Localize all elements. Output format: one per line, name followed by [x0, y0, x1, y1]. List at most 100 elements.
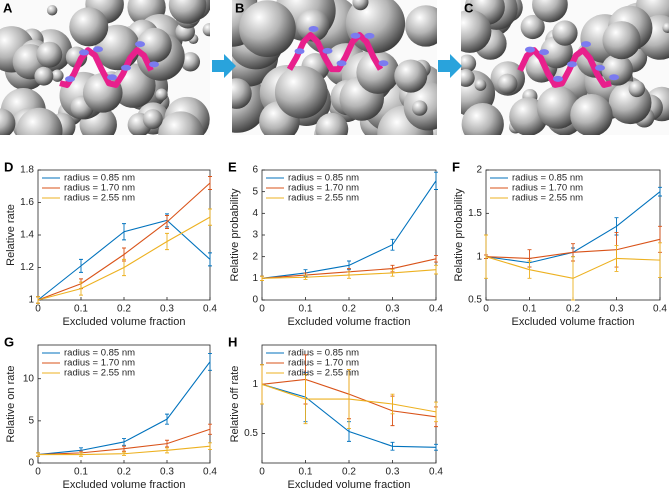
error-bar	[165, 215, 169, 229]
sphere	[394, 59, 428, 93]
error-bar	[390, 238, 395, 251]
sphere	[69, 7, 109, 47]
x-tick-label: 0.3	[160, 304, 174, 315]
charts: D 0 0.1 0.2 0.3 0.4 1 1.2 1.4 1.6 1.8 Excluded volu…	[4, 159, 667, 490]
sphere	[34, 66, 54, 86]
x-tick-label: 0.1	[299, 467, 313, 478]
error-bar	[260, 364, 264, 405]
x-tick-label: 0.3	[386, 304, 400, 315]
x-tick-label: 0	[483, 304, 489, 315]
sphere	[142, 109, 163, 130]
sphere	[411, 100, 428, 116]
x-tick-label: 0	[35, 467, 41, 478]
image-panels: A B C	[0, 0, 669, 135]
error-bar	[79, 452, 83, 457]
y-tick-label: 0.5	[468, 295, 482, 306]
panel-label: F	[452, 159, 460, 174]
molecule-atom	[308, 26, 319, 33]
error-bar	[79, 258, 83, 273]
y-tick-label: 0.5	[244, 428, 258, 439]
panel-label: C	[464, 0, 474, 15]
x-axis-label: Excluded volume fraction	[63, 316, 186, 328]
sphere	[36, 41, 63, 68]
molecule-atom	[107, 74, 117, 81]
legend-label: radius = 2.55 nm	[288, 193, 359, 204]
y-tick-label: 2	[476, 165, 482, 176]
y-tick-label: 10	[23, 373, 35, 384]
y-axis-label: Relative probability	[229, 188, 241, 281]
legend-label: radius = 2.55 nm	[64, 368, 135, 379]
x-tick-label: 0.4	[429, 304, 443, 315]
error-bar	[208, 423, 212, 435]
error-bar	[347, 271, 351, 279]
y-tick-label: 1.5	[468, 208, 482, 219]
sphere	[239, 0, 296, 57]
arrow	[438, 54, 462, 78]
image-panel	[461, 0, 669, 135]
molecule-atom	[336, 60, 347, 67]
x-tick-label: 0.4	[429, 467, 443, 478]
sphere	[0, 108, 16, 135]
x-tick-label: 0.4	[653, 304, 667, 315]
molecule-atom	[539, 49, 549, 56]
sphere	[532, 0, 568, 23]
sphere	[356, 50, 400, 94]
image-panel	[232, 0, 437, 135]
x-tick-label: 0.2	[342, 467, 356, 478]
sphere	[628, 80, 646, 98]
y-tick-label: 1.6	[20, 197, 34, 208]
legend-label: radius = 2.55 nm	[64, 193, 135, 204]
legend-label: radius = 2.55 nm	[512, 193, 583, 204]
y-axis-label: Relative off rate	[229, 366, 241, 443]
y-axis-label: Relative on rate	[5, 365, 17, 442]
chart: H 0 0.1 0.2 0.3 0.4 0.5 1 Excluded volume fracti…	[228, 334, 443, 490]
sphere	[461, 9, 492, 53]
error-bar	[260, 275, 264, 281]
legend-label: radius = 0.85 nm	[288, 348, 359, 359]
y-tick-label: 1	[28, 295, 34, 306]
error-bar	[484, 234, 488, 279]
x-tick-label: 0.1	[523, 304, 537, 315]
error-bar	[390, 441, 395, 451]
x-axis-label: Excluded volume fraction	[288, 479, 411, 491]
error-bar	[36, 452, 40, 457]
error-bar	[208, 252, 212, 267]
error-bar	[390, 269, 395, 277]
error-bar	[122, 451, 126, 456]
molecule-atom	[121, 64, 131, 71]
molecule	[59, 47, 154, 89]
legend-label: radius = 1.70 nm	[512, 183, 583, 194]
molecule-atom	[294, 48, 305, 55]
sphere	[168, 0, 207, 24]
molecule-atom	[65, 76, 75, 83]
sphere	[46, 5, 58, 16]
chart: G 0 0.1 0.2 0.3 0.4 0 5 10 Excluded volume fracti…	[4, 334, 217, 490]
molecule-atom	[79, 49, 89, 56]
molecule-atom	[322, 47, 333, 54]
x-tick-label: 0	[259, 304, 265, 315]
error-bar	[122, 438, 126, 446]
x-tick-label: 0.2	[117, 304, 131, 315]
error-bar	[208, 352, 212, 371]
molecule-atom	[525, 46, 535, 53]
legend-label: radius = 1.70 nm	[64, 358, 135, 369]
y-tick-label: 3	[252, 230, 258, 241]
error-bar	[347, 369, 351, 430]
error-bar	[208, 176, 212, 190]
legend-label: radius = 0.85 nm	[64, 348, 135, 359]
panel-label: H	[228, 334, 237, 349]
x-axis-label: Excluded volume fraction	[288, 316, 411, 328]
legend-label: radius = 1.70 nm	[64, 183, 135, 194]
sphere	[405, 5, 437, 47]
arrow	[212, 54, 236, 78]
error-bar	[303, 274, 308, 280]
y-tick-label: 2	[252, 251, 258, 262]
legend-label: radius = 0.85 nm	[512, 173, 583, 184]
sphere	[461, 69, 475, 87]
error-bar	[36, 296, 40, 304]
y-tick-label: 1.2	[20, 262, 34, 273]
sphere	[570, 93, 613, 135]
molecule-atom	[93, 46, 103, 53]
molecule-atom	[595, 64, 605, 71]
